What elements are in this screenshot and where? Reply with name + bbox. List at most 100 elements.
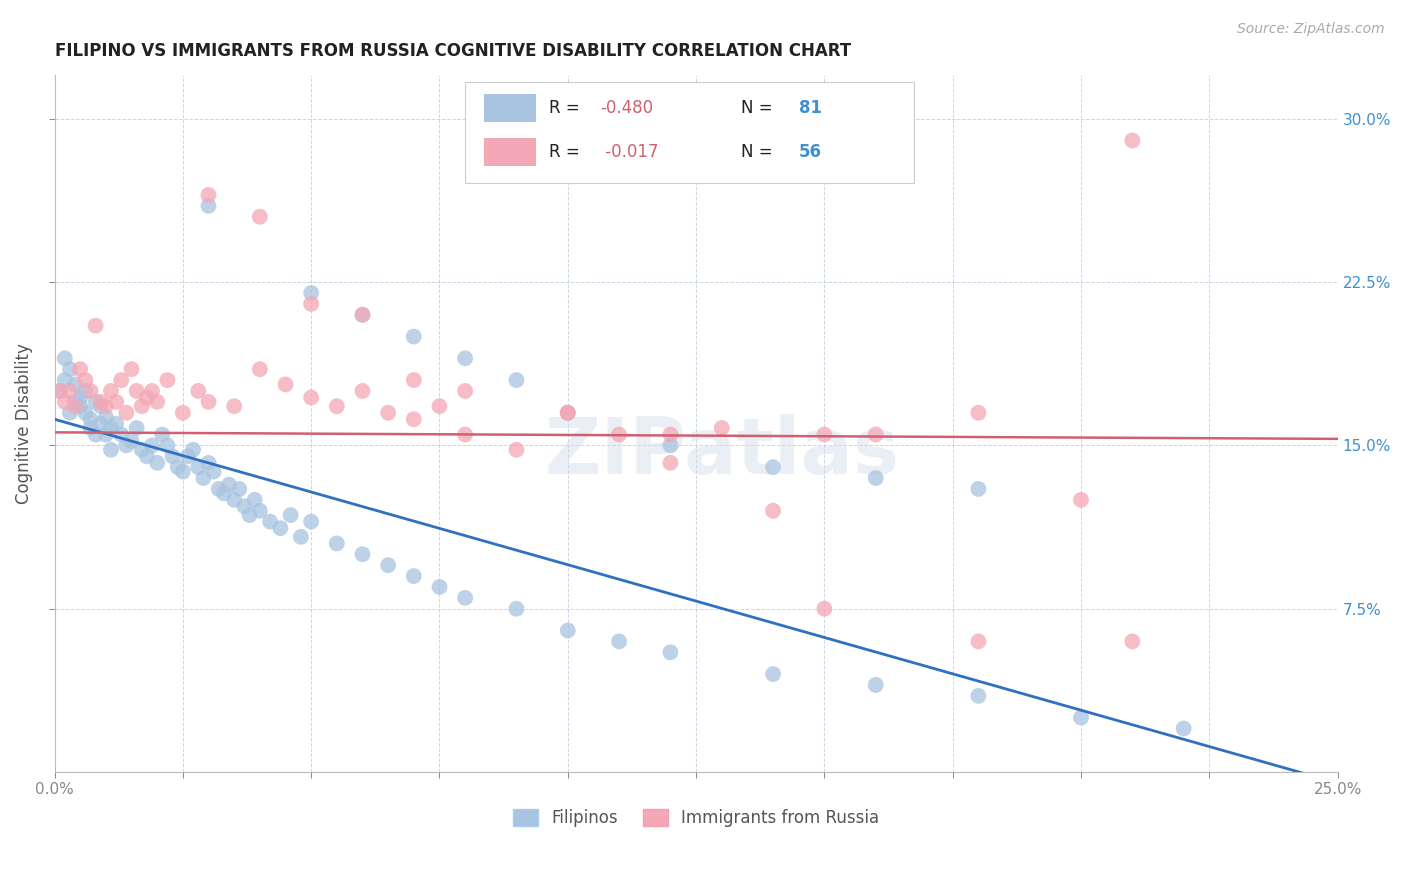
Point xyxy=(299,297,322,311)
Point xyxy=(243,492,266,507)
Point xyxy=(110,427,132,442)
Point xyxy=(249,362,271,376)
Point xyxy=(429,580,451,594)
Point xyxy=(105,395,128,409)
Point xyxy=(197,199,219,213)
Point xyxy=(150,427,173,442)
Point xyxy=(121,362,143,376)
Point xyxy=(187,460,209,475)
Point xyxy=(1121,634,1143,648)
Point xyxy=(69,399,91,413)
Text: N =: N = xyxy=(741,99,778,117)
Text: 81: 81 xyxy=(799,99,821,117)
Point xyxy=(121,434,143,448)
Point xyxy=(402,412,425,426)
Point xyxy=(53,373,76,387)
Point xyxy=(94,410,117,425)
Point xyxy=(48,384,70,398)
Point xyxy=(813,427,835,442)
Point xyxy=(63,377,86,392)
Point xyxy=(377,406,399,420)
FancyBboxPatch shape xyxy=(485,138,536,166)
Point xyxy=(79,421,101,435)
Point xyxy=(233,500,256,514)
Point xyxy=(249,504,271,518)
Point xyxy=(299,515,322,529)
Point xyxy=(59,406,82,420)
Point xyxy=(48,384,70,398)
Point xyxy=(710,421,733,435)
Point xyxy=(135,391,157,405)
Point xyxy=(865,427,887,442)
Point xyxy=(224,399,246,413)
Point xyxy=(115,438,138,452)
Point xyxy=(100,442,122,457)
Point xyxy=(94,399,117,413)
Point xyxy=(63,395,86,409)
Point xyxy=(865,471,887,485)
Point xyxy=(224,492,246,507)
Text: ZIPatlas: ZIPatlas xyxy=(544,414,900,490)
Point xyxy=(131,399,153,413)
Point xyxy=(181,442,204,457)
Point xyxy=(90,399,112,413)
Point xyxy=(377,558,399,573)
Point xyxy=(162,450,184,464)
Point xyxy=(352,384,374,398)
Point xyxy=(557,406,579,420)
Point xyxy=(197,456,219,470)
Point xyxy=(1070,492,1092,507)
Point xyxy=(659,456,682,470)
Point xyxy=(505,601,527,615)
Point xyxy=(208,482,231,496)
Point xyxy=(290,530,312,544)
Text: N =: N = xyxy=(741,143,778,161)
Point xyxy=(402,373,425,387)
Point xyxy=(197,395,219,409)
Point xyxy=(69,391,91,405)
Point xyxy=(94,427,117,442)
Point xyxy=(1121,134,1143,148)
Point xyxy=(454,427,477,442)
Text: 56: 56 xyxy=(799,143,821,161)
Point xyxy=(141,384,163,398)
Point xyxy=(762,460,785,475)
Point xyxy=(79,384,101,398)
Point xyxy=(967,634,990,648)
Point xyxy=(238,508,260,522)
Point xyxy=(125,421,148,435)
Point xyxy=(607,427,630,442)
FancyBboxPatch shape xyxy=(485,94,536,122)
Text: R =: R = xyxy=(548,143,585,161)
Point xyxy=(299,391,322,405)
Point xyxy=(228,482,250,496)
Point xyxy=(454,384,477,398)
Point xyxy=(90,417,112,431)
Point xyxy=(110,373,132,387)
Point xyxy=(59,362,82,376)
Point xyxy=(218,477,240,491)
Point xyxy=(326,399,349,413)
Point xyxy=(172,406,194,420)
Point xyxy=(813,601,835,615)
Point xyxy=(146,395,169,409)
Point xyxy=(762,504,785,518)
Point xyxy=(166,460,188,475)
Point xyxy=(269,521,291,535)
Point xyxy=(505,442,527,457)
Text: FILIPINO VS IMMIGRANTS FROM RUSSIA COGNITIVE DISABILITY CORRELATION CHART: FILIPINO VS IMMIGRANTS FROM RUSSIA COGNI… xyxy=(55,42,851,60)
Point xyxy=(659,645,682,659)
Text: R =: R = xyxy=(548,99,585,117)
Point xyxy=(557,624,579,638)
Point xyxy=(967,482,990,496)
Y-axis label: Cognitive Disability: Cognitive Disability xyxy=(15,343,32,504)
Point xyxy=(967,689,990,703)
Point xyxy=(141,438,163,452)
Point xyxy=(402,329,425,343)
Point xyxy=(454,591,477,605)
Point xyxy=(156,373,179,387)
Point xyxy=(1173,722,1195,736)
Point xyxy=(187,384,209,398)
Point xyxy=(59,384,82,398)
Point xyxy=(177,450,200,464)
